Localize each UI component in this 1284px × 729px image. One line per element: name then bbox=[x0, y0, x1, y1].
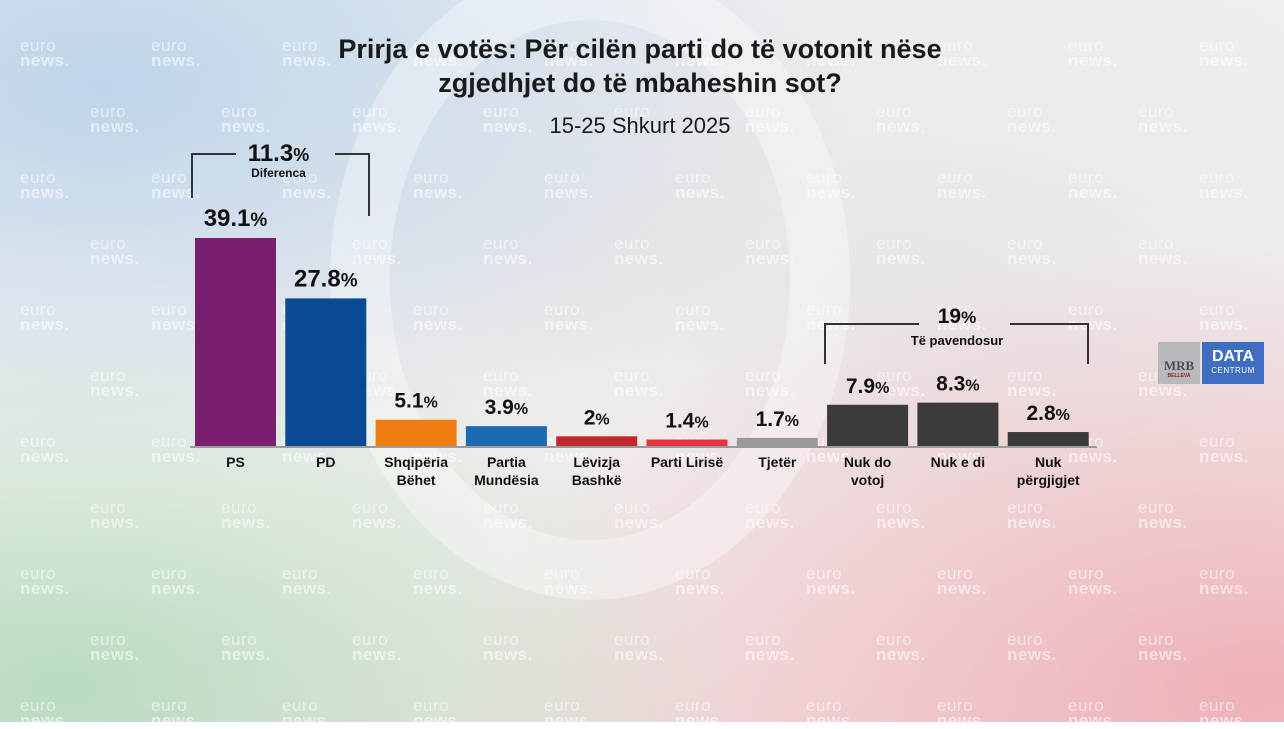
category-label: Partia bbox=[487, 454, 526, 470]
category-label: Tjetër bbox=[758, 454, 797, 470]
mrb-logo-mark: MRB BELLEVA bbox=[1158, 342, 1200, 384]
data-label-part: % bbox=[1056, 407, 1070, 424]
data-label-part: 1.4 bbox=[665, 410, 695, 433]
data-label-part: % bbox=[514, 401, 528, 418]
category-label: Lëvizja bbox=[573, 454, 620, 470]
data-label: 2.8% bbox=[1026, 402, 1069, 425]
bar-nuk-përgjigjet bbox=[1007, 432, 1089, 447]
centrum-logo-text: CENTRUM bbox=[1211, 366, 1255, 375]
data-label-part: % bbox=[595, 411, 609, 428]
category-label: Parti Lirisë bbox=[651, 454, 724, 470]
category-label: Nuk e di bbox=[931, 454, 985, 470]
data-logo-text: DATA bbox=[1211, 348, 1255, 365]
data-label-part: % bbox=[785, 413, 799, 430]
data-label: 1.4% bbox=[665, 410, 708, 433]
difference-value: 11.3% bbox=[248, 140, 309, 167]
chart-subtitle: 15-25 Shkurt 2025 bbox=[549, 113, 731, 138]
data-label-part: 27.8 bbox=[294, 265, 341, 292]
data-label-part: 8.3 bbox=[936, 373, 965, 396]
category-label: votoj bbox=[851, 472, 884, 488]
data-label: 5.1% bbox=[394, 390, 437, 413]
data-label-part: % bbox=[694, 415, 708, 432]
difference-bracket-left bbox=[191, 153, 236, 198]
data-label: 3.9% bbox=[485, 396, 528, 419]
data-label-part: % bbox=[341, 270, 358, 291]
bar-shqipëria-bëhet bbox=[375, 419, 457, 447]
data-label-part: 2 bbox=[584, 406, 596, 429]
bar-partia-mundësia bbox=[465, 426, 547, 447]
category-label: PS bbox=[226, 454, 245, 470]
data-label-part: % bbox=[965, 378, 979, 395]
data-label-part: 7.9 bbox=[846, 375, 875, 398]
bar-parti-lirisë bbox=[646, 439, 728, 447]
undecided-label: Të pavendosur bbox=[911, 333, 1003, 348]
data-label-part: 2.8 bbox=[1026, 402, 1056, 425]
data-label-part: 39.1 bbox=[204, 205, 251, 232]
data-label: 1.7% bbox=[756, 408, 799, 431]
data-label: 39.1% bbox=[204, 205, 268, 232]
data-label-part: % bbox=[875, 380, 889, 397]
bar-pd bbox=[285, 298, 367, 447]
data-centrum-logo-mark: DATA CENTRUM bbox=[1202, 342, 1264, 384]
data-label-part: % bbox=[424, 395, 438, 412]
mrb-data-centrum-logo: MRB BELLEVA DATA CENTRUM bbox=[1158, 342, 1264, 384]
mrb-logo-small-text: BELLEVA bbox=[1167, 373, 1191, 379]
undecided-value: 19% bbox=[938, 305, 976, 328]
data-label: 2% bbox=[584, 406, 610, 429]
difference-bracket-right bbox=[335, 153, 370, 216]
difference-value-part: % bbox=[293, 145, 309, 165]
data-label: 7.9% bbox=[846, 375, 889, 398]
category-label: Mundësia bbox=[474, 472, 539, 488]
data-label: 27.8% bbox=[294, 265, 358, 292]
category-label: përgjigjet bbox=[1017, 472, 1080, 488]
bottom-strip bbox=[0, 722, 1284, 729]
undecided-value-part: % bbox=[961, 308, 976, 327]
data-label-part: 1.7 bbox=[756, 408, 785, 431]
undecided-value-part: 19 bbox=[938, 305, 961, 328]
bar-nuk-e-di bbox=[917, 402, 999, 447]
difference-label: Diferenca bbox=[251, 166, 306, 180]
category-label: Nuk do bbox=[844, 454, 891, 470]
undecided-bracket-left bbox=[824, 323, 919, 364]
category-label: Nuk bbox=[1035, 454, 1062, 470]
mrb-logo-text: MRB bbox=[1163, 358, 1195, 373]
bar-tjetër bbox=[736, 437, 818, 447]
category-label: PD bbox=[316, 454, 335, 470]
data-label-part: 3.9 bbox=[485, 396, 514, 419]
data-label: 8.3% bbox=[936, 373, 979, 396]
chart-title-line-1: Prirja e votës: Për cilën parti do të vo… bbox=[338, 34, 942, 64]
category-label: Bashkë bbox=[572, 472, 622, 488]
category-label: Shqipëria bbox=[384, 454, 448, 470]
data-label-part: 5.1 bbox=[394, 390, 424, 413]
bar-ps bbox=[195, 238, 276, 447]
chart-title: Prirja e votës: Për cilën parti do të vo… bbox=[200, 32, 1080, 100]
chart-title-line-2: zgjedhjet do të mbaheshin sot? bbox=[438, 68, 842, 98]
category-label: Bëhet bbox=[397, 472, 436, 488]
bar-nuk-do-votoj bbox=[827, 404, 909, 447]
difference-value-part: 11.3 bbox=[248, 140, 293, 167]
data-label-part: % bbox=[250, 210, 267, 231]
undecided-bracket-right bbox=[1010, 323, 1089, 364]
bar-lëvizja-bashkë bbox=[556, 436, 638, 447]
